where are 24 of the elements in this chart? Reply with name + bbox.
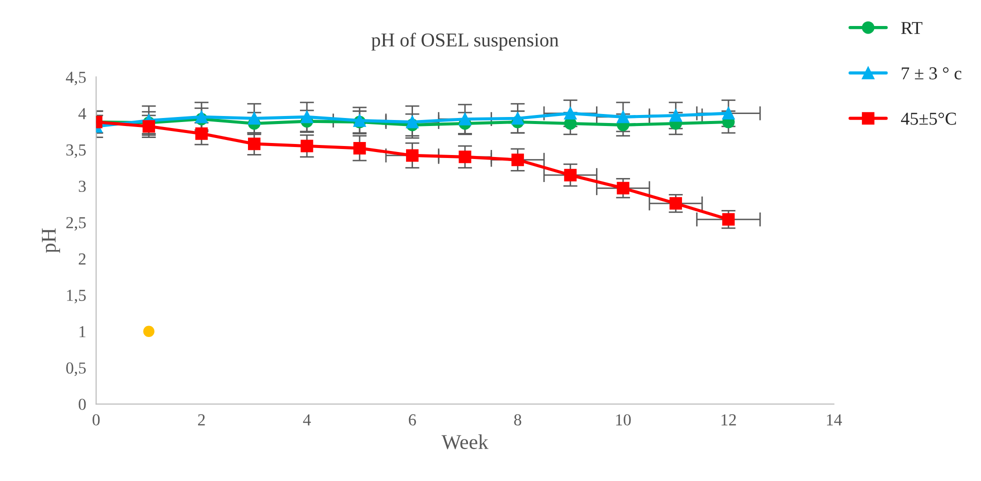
y-tick-label: 4,5 bbox=[66, 72, 86, 86]
y-tick-label: 1 bbox=[80, 326, 86, 338]
x-tick-label: 12 bbox=[722, 414, 736, 426]
y-tick-label: 1,5 bbox=[67, 290, 86, 304]
x-tick-label: 6 bbox=[408, 414, 416, 426]
y-tick-label: 3 bbox=[78, 180, 86, 192]
y-tick-label: 0,5 bbox=[66, 362, 86, 376]
y-tick-label: 2,5 bbox=[66, 217, 86, 231]
y-tick-label: 2 bbox=[78, 253, 86, 264]
legend-label: RT bbox=[901, 22, 922, 34]
legend-label: 45±5°C bbox=[901, 112, 956, 125]
x-tick-label: 4 bbox=[303, 414, 311, 426]
x-tick-label: 0 bbox=[92, 414, 100, 426]
x-tick-label: 10 bbox=[616, 414, 631, 426]
y-tick-label: 0 bbox=[78, 398, 86, 410]
y-tick-label: 3,5 bbox=[66, 144, 86, 158]
legend-label: 7 ± 3 ° c bbox=[902, 67, 962, 80]
y-tick-label: 4 bbox=[78, 108, 86, 120]
x-tick-label: 14 bbox=[826, 414, 842, 426]
x-tick-label: 2 bbox=[198, 414, 205, 426]
x-axis-title: Week bbox=[442, 434, 488, 450]
x-tick-label: 8 bbox=[514, 414, 522, 426]
y-axis-title: pH bbox=[42, 228, 60, 253]
chart-title: pH of OSEL suspension bbox=[371, 32, 559, 51]
